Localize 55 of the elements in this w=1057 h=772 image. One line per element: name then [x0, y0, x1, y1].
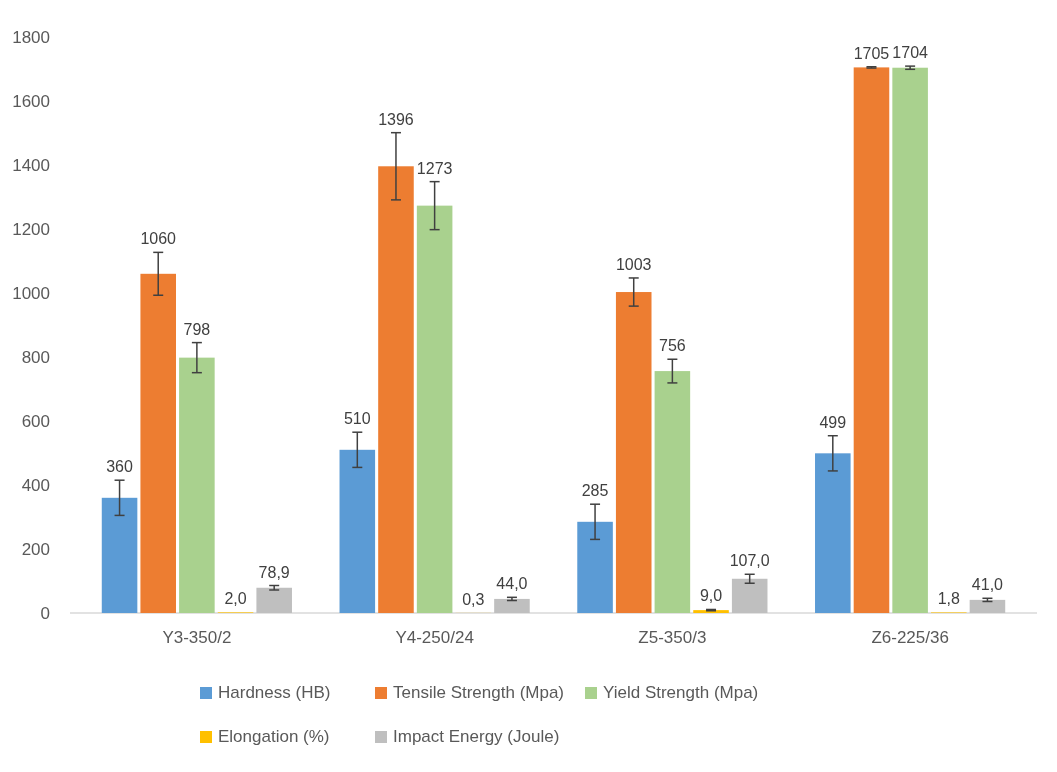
- legend-label: Hardness (HB): [218, 683, 331, 702]
- data-label: 798: [183, 320, 211, 338]
- legend-label: Impact Energy (Joule): [393, 727, 560, 746]
- y-tick-label: 600: [21, 412, 50, 431]
- data-label: 1,8: [937, 590, 960, 608]
- data-label: 1704: [892, 44, 929, 62]
- data-label: 9,0: [699, 587, 723, 605]
- bar: [101, 497, 138, 613]
- y-tick-label: 800: [21, 348, 50, 367]
- x-tick-label: Y3-350/2: [162, 628, 232, 647]
- bar: [378, 166, 414, 613]
- bar: [256, 587, 292, 613]
- data-label: 1273: [416, 159, 453, 177]
- bar: [815, 453, 851, 613]
- data-label: 44,0: [496, 575, 528, 593]
- bar: [892, 67, 928, 613]
- data-label: 41,0: [971, 576, 1004, 594]
- data-label: 1060: [140, 230, 177, 248]
- x-tick-label: Z5-350/3: [638, 628, 707, 647]
- bar: [969, 599, 1006, 613]
- bar: [853, 67, 890, 613]
- bar: [577, 521, 613, 613]
- bar: [339, 449, 376, 613]
- bar: [731, 578, 768, 613]
- data-label: 510: [343, 410, 371, 428]
- y-tick-label: 400: [21, 476, 50, 495]
- x-tick-label: Z6-225/36: [871, 628, 949, 647]
- data-label: 1705: [853, 44, 890, 62]
- data-label: 1396: [378, 110, 414, 128]
- bar: [140, 273, 176, 613]
- data-label: 499: [819, 413, 847, 431]
- bar: [416, 205, 453, 613]
- y-tick-label: 1200: [12, 220, 50, 239]
- bar: [494, 598, 530, 613]
- legend-label: Yield Strength (Mpa): [603, 683, 759, 702]
- y-tick-label: 1000: [12, 284, 50, 303]
- legend-label: Elongation (%): [218, 727, 330, 746]
- data-label: 107,0: [729, 552, 770, 570]
- data-label: 78,9: [258, 563, 290, 581]
- bar: [654, 371, 691, 613]
- y-tick-label: 200: [21, 540, 50, 559]
- data-label: 1003: [615, 255, 652, 273]
- data-label: 360: [106, 458, 133, 476]
- data-label: 285: [581, 482, 609, 500]
- x-tick-label: Y4-250/24: [395, 628, 474, 647]
- data-label: 756: [659, 337, 686, 355]
- y-tick-label: 1400: [12, 156, 50, 175]
- bar: [615, 292, 652, 613]
- y-tick-label: 1800: [12, 28, 50, 47]
- legend-label: Tensile Strength (Mpa): [393, 683, 565, 702]
- y-tick-label: 0: [40, 604, 50, 623]
- y-tick-label: 1600: [12, 92, 50, 111]
- data-label: 0,3: [462, 590, 485, 608]
- data-label: 2,0: [224, 590, 247, 608]
- bar: [179, 357, 215, 613]
